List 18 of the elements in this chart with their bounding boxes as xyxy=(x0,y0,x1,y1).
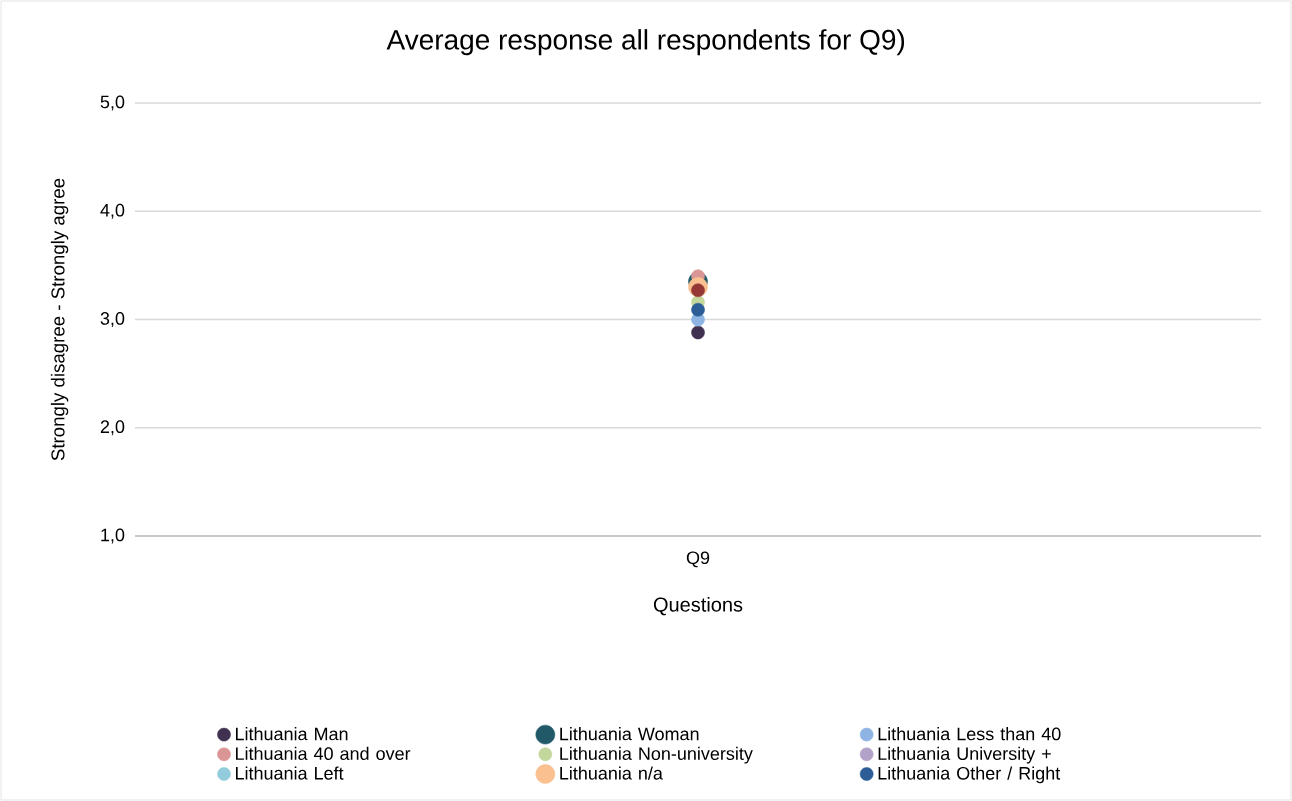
y-tick-label: 5,0 xyxy=(100,95,125,111)
y-tick-label: 2,0 xyxy=(100,420,125,436)
x-tick-label: Q9 xyxy=(686,551,710,568)
legend-label: Lithuania n/a xyxy=(560,766,663,780)
chart-title: Average response all respondents for Q9) xyxy=(386,29,905,56)
legend-label: Lithuania 40 and over xyxy=(235,746,411,760)
legend-label: Lithuania Other / Right xyxy=(878,766,1061,784)
legend-label: Lithuania Less than 40 xyxy=(878,727,1061,741)
y-tick-label: 3,0 xyxy=(100,312,125,327)
legend-label: Lithuania Man xyxy=(235,727,348,741)
legend-label: Lithuania Non-university xyxy=(560,746,753,764)
legend-label: Lithuania Left xyxy=(235,766,344,780)
legend-label: Lithuania Woman xyxy=(560,727,699,741)
x-axis-title: Questions xyxy=(653,597,743,616)
legend-label: Lithuania University + xyxy=(878,746,1051,764)
y-tick-label: 1,0 xyxy=(101,528,125,544)
y-axis-title: Strongly disagree - Strongly agree xyxy=(50,178,69,461)
y-tick-label: 4,0 xyxy=(100,203,125,219)
